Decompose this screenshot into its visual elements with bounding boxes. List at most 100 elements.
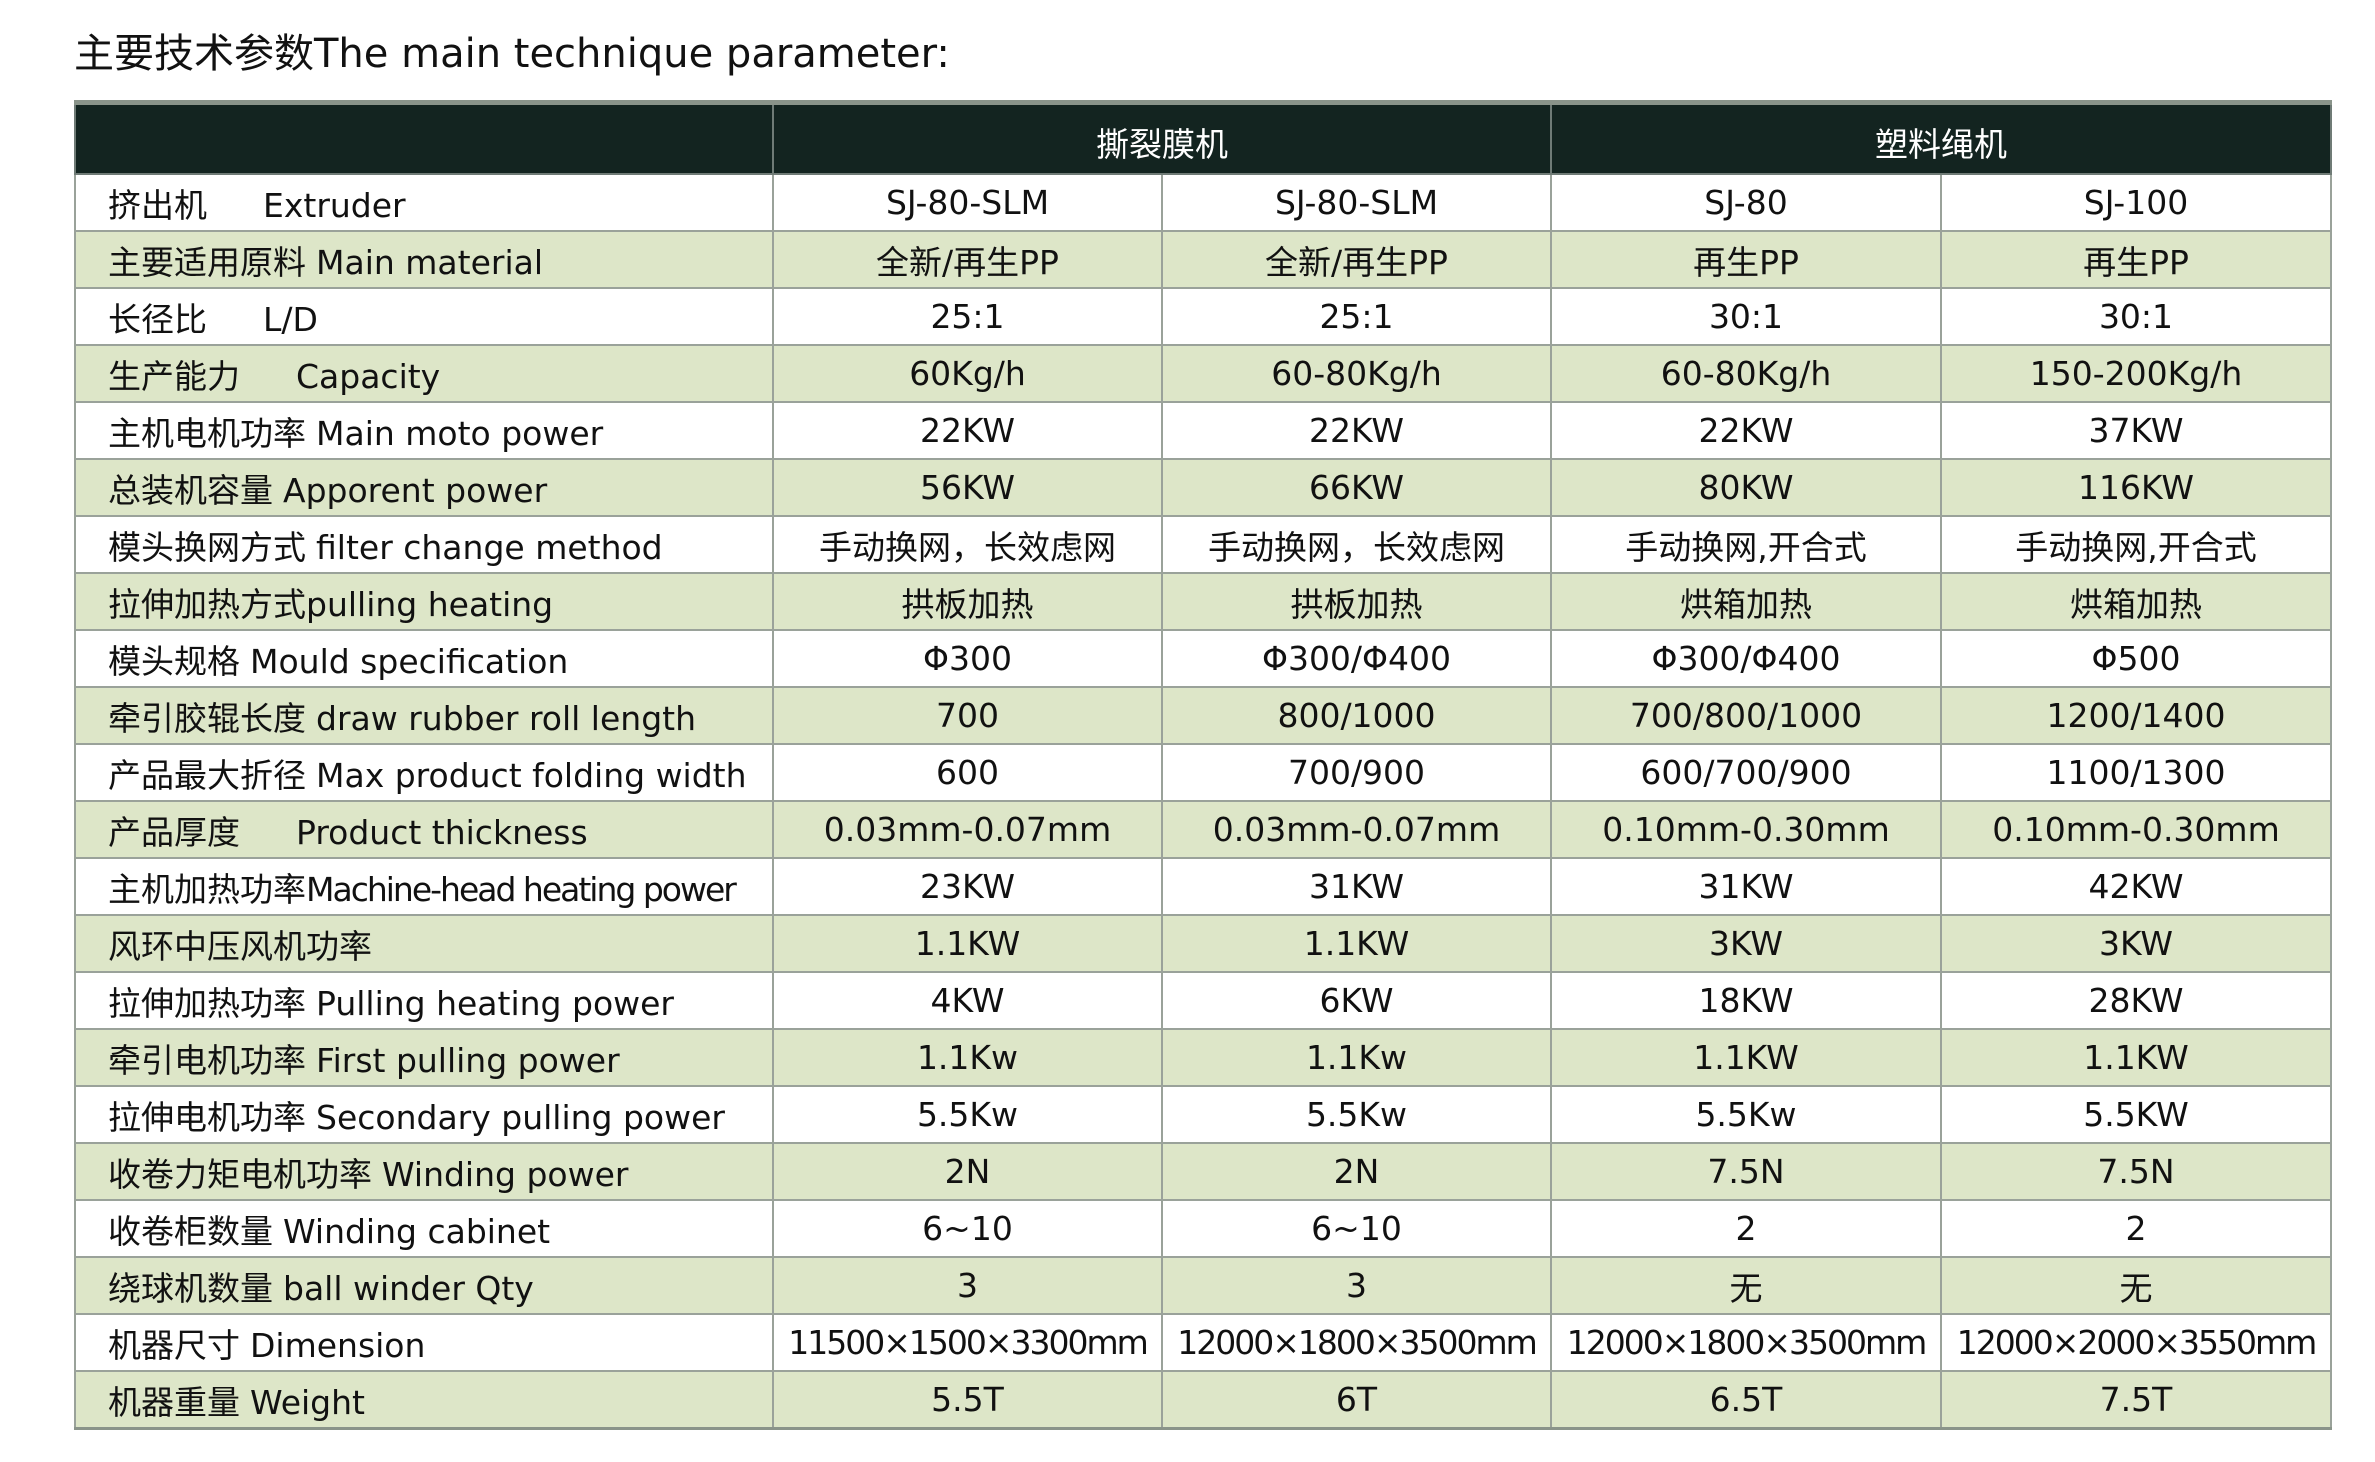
value-cell: 1200/1400 [1940, 686, 2332, 745]
row-label-en: Winding power [382, 1154, 629, 1194]
table-row: 主要适用原料 Main material 全新/再生PP 全新/再生PP 再生PP 再生P… [74, 230, 2332, 289]
row-label: 收卷柜数量 Winding cabinet [74, 1199, 774, 1258]
row-label-en: Secondary pulling power [316, 1097, 725, 1137]
row-label-en: First pulling power [316, 1040, 620, 1080]
row-label-zh: 产品厚度 [108, 812, 240, 852]
value-cell: 31KW [1550, 857, 1942, 916]
header-group-plastic-rope: 塑料绳机 [1550, 101, 2332, 175]
value-cell: 23KW [772, 857, 1163, 916]
header-blank-cell [74, 101, 774, 175]
value-cell: 80KW [1550, 458, 1942, 517]
value-cell: 18KW [1550, 971, 1942, 1030]
value-cell: 2 [1940, 1199, 2332, 1258]
header-group-tear-film: 撕裂膜机 [772, 101, 1552, 175]
row-label: 拉伸电机功率 Secondary pulling power [74, 1085, 774, 1144]
row-label: 绕球机数量 ball winder Qty [74, 1256, 774, 1315]
row-label: 总装机容量 Apporent power [74, 458, 774, 517]
row-label-en: Winding cabinet [283, 1211, 551, 1251]
value-cell: 600 [772, 743, 1163, 802]
value-cell: 60Kg/h [772, 344, 1163, 403]
value-cell: 37KW [1940, 401, 2332, 460]
row-label-en: Main moto power [316, 413, 604, 453]
value-cell: 12000×2000×3550mm [1940, 1313, 2332, 1372]
value-cell: 60-80Kg/h [1161, 344, 1552, 403]
row-label-en: Pulling heating power [316, 983, 674, 1023]
table-row: 绕球机数量 ball winder Qty 3 3 无无 [74, 1256, 2332, 1315]
row-label-en: Max product folding width [316, 755, 747, 795]
value-cell: 6KW [1161, 971, 1552, 1030]
value-cell: 700/900 [1161, 743, 1552, 802]
row-label-zh: 生产能力 [108, 356, 240, 396]
row-label: 模头换网方式 filter change method [74, 515, 774, 574]
row-label-zh: 挤出机 [108, 185, 207, 225]
value-cell: 3KW [1940, 914, 2332, 973]
value-cell: 4KW [772, 971, 1163, 1030]
value-cell: 56KW [772, 458, 1163, 517]
table-row: 长径比 L/D 25:1 25:1 30:1 30:1 [74, 287, 2332, 346]
value-cell: 6T [1161, 1370, 1552, 1430]
value-cell: 22KW [1550, 401, 1942, 460]
row-label-zh: 主机加热功率 [108, 869, 306, 909]
value-cell: 800/1000 [1161, 686, 1552, 745]
value-cell: 3KW [1550, 914, 1942, 973]
value-cell: 0.03mm-0.07mm [772, 800, 1163, 859]
value-cell: 拱板加热 [772, 572, 1163, 631]
value-cell: 全新/再生PP [772, 230, 1163, 289]
value-cell: 再生PP [1940, 230, 2332, 289]
row-label: 风环中压风机功率 [74, 914, 774, 973]
row-label-en: Capacity [296, 356, 441, 396]
table-row: 模头规格 Mould specification Φ300 Φ300/Φ400 Φ300… [74, 629, 2332, 688]
row-label: 主要适用原料 Main material [74, 230, 774, 289]
table-row: 拉伸电机功率 Secondary pulling power 5.5Kw 5.5Kw 5… [74, 1085, 2332, 1144]
row-label: 主机电机功率 Main moto power [74, 401, 774, 460]
value-cell: 3 [772, 1256, 1163, 1315]
value-cell: 60-80Kg/h [1550, 344, 1942, 403]
value-cell: 1.1KW [1550, 1028, 1942, 1087]
row-label-zh: 总装机容量 [108, 470, 273, 510]
value-cell: 5.5T [772, 1370, 1163, 1430]
table-row: 收卷柜数量 Winding cabinet 6~10 6~10 2 2 [74, 1199, 2332, 1258]
table-row: 主机电机功率 Main moto power 22KW 22KW 22KW 37KW [74, 401, 2332, 460]
row-label: 长径比 L/D [74, 287, 774, 346]
table-row: 牵引胶辊长度 draw rubber roll length 700 800/1000… [74, 686, 2332, 745]
value-cell: 66KW [1161, 458, 1552, 517]
table-row: 生产能力 Capacity 60Kg/h 60-80Kg/h 60-80Kg/h 150-… [74, 344, 2332, 403]
value-cell: Φ500 [1940, 629, 2332, 688]
row-label-zh: 机器尺寸 [108, 1325, 240, 1365]
value-cell: 全新/再生PP [1161, 230, 1552, 289]
value-cell: 手动换网，长效虑网 [772, 515, 1163, 574]
value-cell: 0.10mm-0.30mm [1940, 800, 2332, 859]
row-label-zh: 牵引电机功率 [108, 1040, 306, 1080]
row-label-zh: 模头规格 [108, 641, 240, 681]
value-cell: 31KW [1161, 857, 1552, 916]
value-cell: 22KW [772, 401, 1163, 460]
value-cell: 1.1KW [772, 914, 1163, 973]
table-row: 机器尺寸 Dimension 11500×1500×3300mm 12000×1800… [74, 1313, 2332, 1372]
row-label-en: Dimension [250, 1325, 426, 1365]
row-label-en: Extruder [263, 185, 406, 225]
value-cell: 30:1 [1940, 287, 2332, 346]
row-label: 产品厚度 Product thickness [74, 800, 774, 859]
value-cell: 2N [772, 1142, 1163, 1201]
row-label-zh: 主机电机功率 [108, 413, 306, 453]
value-cell: Φ300 [772, 629, 1163, 688]
row-label: 牵引胶辊长度 draw rubber roll length [74, 686, 774, 745]
row-label-zh: 拉伸电机功率 [108, 1097, 306, 1137]
table-row: 牵引电机功率 First pulling power 1.1Kw 1.1Kw 1.1KW… [74, 1028, 2332, 1087]
value-cell: 6.5T [1550, 1370, 1942, 1430]
value-cell: 拱板加热 [1161, 572, 1552, 631]
row-label-en: Mould specification [250, 641, 569, 681]
value-cell: 7.5T [1940, 1370, 2332, 1430]
value-cell: 5.5Kw [1161, 1085, 1552, 1144]
value-cell: 12000×1800×3500mm [1161, 1313, 1552, 1372]
table-row: 主机加热功率Machine-head heating power 23KW 31KW… [74, 857, 2332, 916]
row-label: 模头规格 Mould specification [74, 629, 774, 688]
value-cell: 25:1 [1161, 287, 1552, 346]
value-cell: Φ300/Φ400 [1161, 629, 1552, 688]
row-label-zh: 拉伸加热功率 [108, 983, 306, 1023]
row-label-zh: 拉伸加热方式 [108, 584, 306, 624]
value-cell: 再生PP [1550, 230, 1942, 289]
table-row: 收卷力矩电机功率 Winding power 2N 2N 7.5N 7.5N [74, 1142, 2332, 1201]
value-cell: 烘箱加热 [1940, 572, 2332, 631]
value-cell: 150-200Kg/h [1940, 344, 2332, 403]
